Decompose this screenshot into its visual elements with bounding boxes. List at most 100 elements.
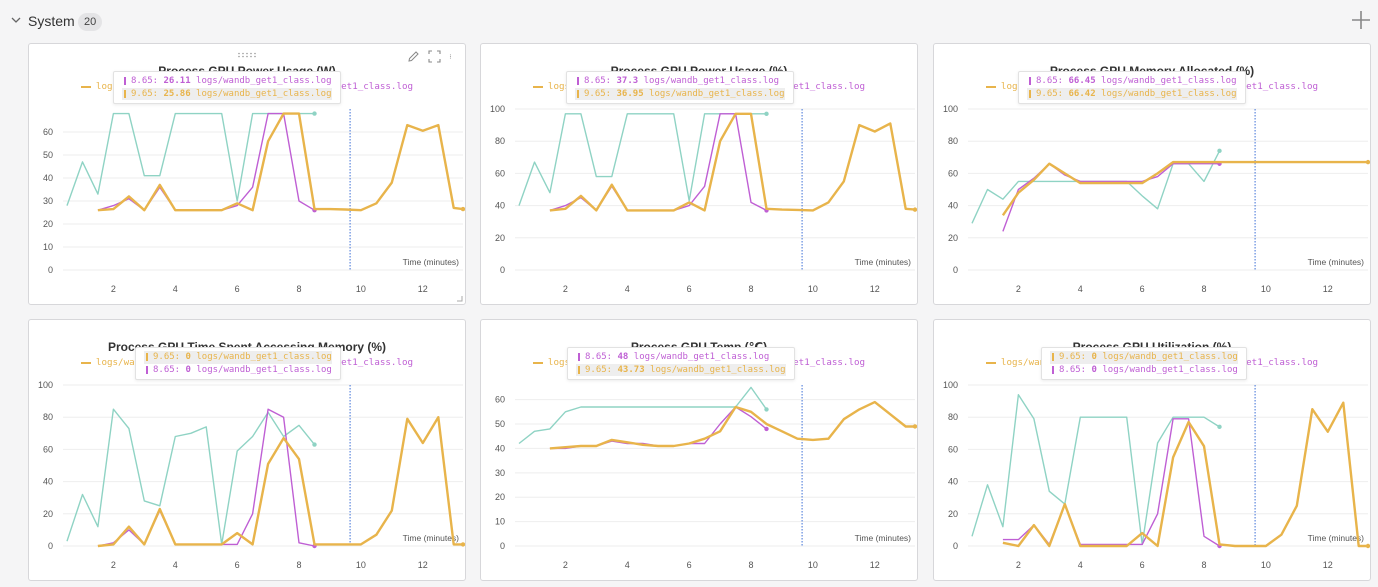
- tooltip-row: 8.65: 48 logs/wandb_get1_class.log: [576, 351, 786, 364]
- tooltip-step: 9.65:: [153, 352, 181, 362]
- tooltip-series-name: logs/wandb_get1_class.log: [643, 76, 780, 86]
- y-tick-label: 20: [43, 509, 53, 519]
- tooltip-step: 9.65:: [1059, 352, 1087, 362]
- x-tick-label: 2: [111, 284, 116, 294]
- x-tick-label: 10: [808, 284, 818, 294]
- tooltip-swatch: [578, 353, 580, 362]
- hover-tooltip: 8.65: 26.11 logs/wandb_get1_class.log 9.6…: [113, 71, 341, 104]
- x-axis-label: Time (minutes): [1308, 257, 1365, 267]
- series-endpoint-teal: [1217, 424, 1222, 430]
- y-tick-label: 40: [43, 173, 53, 183]
- y-tick-label: 100: [943, 380, 958, 390]
- tooltip-series-name: logs/wandb_get1_class.log: [196, 76, 332, 86]
- x-tick-label: 4: [173, 560, 178, 570]
- tooltip-swatch: [1029, 77, 1031, 86]
- tooltip-row: 9.65: 43.73 logs/wandb_get1_class.log: [576, 363, 786, 376]
- x-tick-label: 12: [418, 560, 428, 570]
- tooltip-value: 0: [185, 364, 191, 375]
- fullscreen-icon[interactable]: [428, 50, 441, 63]
- series-endpoint-teal: [312, 442, 317, 447]
- series-line-orange: [549, 400, 915, 450]
- x-tick-label: 6: [1140, 284, 1145, 294]
- tooltip-series-name: logs/wandb_get1_class.log: [650, 364, 786, 375]
- legend-label: logs/wandb_get1_class.log: [1179, 81, 1319, 92]
- y-tick-label: 20: [43, 219, 53, 229]
- tooltip-row: 9.65: 0 logs/wandb_get1_class.log: [144, 351, 332, 364]
- x-tick-label: 12: [870, 560, 880, 570]
- chart-panel-1[interactable]: Process GPU Power Usage (W) logs/wandb_g…: [28, 43, 466, 305]
- tooltip-step: 9.65:: [584, 88, 612, 99]
- x-tick-label: 8: [297, 560, 302, 570]
- line-chart[interactable]: 0 20 40 60 80 100 2 4 6 8 10 12 Time (minutes): [29, 320, 466, 581]
- tooltip-swatch: [124, 77, 126, 86]
- x-tick-label: 4: [1078, 284, 1083, 294]
- x-tick-label: 6: [687, 560, 692, 570]
- legend-label: logs/wandb_get1_class.log: [274, 81, 414, 92]
- line-chart[interactable]: 0 20 40 60 80 100 2 4 6 8 10 12 Time (minutes): [934, 44, 1371, 305]
- y-tick-label: 0: [48, 541, 53, 551]
- pencil-icon[interactable]: [407, 50, 420, 63]
- legend-label: logs/wandb_get1_class.log: [726, 81, 866, 92]
- drag-handle-icon[interactable]: [237, 52, 257, 58]
- tooltip-series-name: logs/wandb_get1_class.log: [1102, 352, 1238, 362]
- tooltip-swatch: [577, 77, 579, 86]
- tooltip-value: 0: [1091, 364, 1097, 375]
- chart-panel-3[interactable]: Process GPU Memory Allocated (%) logs/wa…: [933, 43, 1371, 305]
- tooltip-row: 9.65: 25.86 logs/wandb_get1_class.log: [122, 87, 332, 100]
- chart-panel-5[interactable]: Process GPU Temp (℃) logs/wandb_get1_cla…: [480, 319, 918, 581]
- y-tick-label: 0: [953, 265, 958, 275]
- tooltip-series-name: logs/wandb_get1_class.log: [196, 364, 332, 375]
- resize-handle-icon[interactable]: [456, 295, 463, 302]
- x-tick-label: 6: [235, 560, 240, 570]
- tooltip-row: 9.65: 66.42 logs/wandb_get1_class.log: [1027, 87, 1237, 100]
- tooltip-row: 8.65: 66.45 logs/wandb_get1_class.log: [1027, 75, 1237, 88]
- y-tick-label: 40: [43, 477, 53, 487]
- legend-swatch-orange: [985, 85, 996, 88]
- legend-label: logs/wandb_get1_class.log: [726, 357, 866, 368]
- more-vertical-icon[interactable]: [449, 50, 455, 63]
- hover-tooltip: 8.65: 66.45 logs/wandb_get1_class.log 9.6…: [1018, 71, 1246, 104]
- tooltip-value: 37.3: [616, 76, 639, 86]
- section-title[interactable]: System: [28, 13, 75, 29]
- x-tick-label: 6: [235, 284, 240, 294]
- y-tick-label: 80: [948, 136, 958, 146]
- y-tick-label: 80: [43, 412, 53, 422]
- legend-label: logs/wandb_get1_class.log: [1179, 357, 1319, 368]
- y-tick-label: 20: [948, 233, 958, 243]
- tooltip-series-name: logs/wandb_get1_class.log: [633, 352, 770, 362]
- series-line-orange: [97, 112, 464, 212]
- line-chart[interactable]: 0 20 40 60 80 100 2 4 6 8 10 12 Time (minutes): [481, 44, 918, 305]
- series-endpoint-orange: [460, 206, 465, 212]
- x-tick-label: 4: [173, 284, 178, 294]
- y-tick-label: 80: [948, 412, 958, 422]
- y-tick-label: 20: [495, 492, 505, 502]
- y-tick-label: 100: [943, 104, 958, 114]
- y-tick-label: 0: [953, 541, 958, 551]
- line-chart[interactable]: 0 20 40 60 80 100 2 4 6 8 10 12 Time (minutes): [934, 320, 1371, 581]
- tooltip-step: 9.65:: [1036, 88, 1064, 99]
- chevron-down-icon[interactable]: [10, 14, 22, 26]
- x-tick-label: 10: [1261, 560, 1271, 570]
- line-chart[interactable]: 0 10 20 30 40 50 60 2 4 6 8 10 12 Time (minutes): [481, 320, 918, 581]
- chart-panel-6[interactable]: Process GPU Utilization (%) logs/wandb_g…: [933, 319, 1371, 581]
- y-tick-label: 40: [948, 477, 958, 487]
- series-endpoint-orange: [1365, 543, 1370, 549]
- x-tick-label: 4: [1078, 560, 1083, 570]
- tooltip-value: 0: [1091, 352, 1097, 362]
- hover-tooltip: 8.65: 48 logs/wandb_get1_class.log 9.65: …: [567, 347, 795, 380]
- tooltip-step: 9.65:: [585, 364, 613, 375]
- tooltip-series-name: logs/wandb_get1_class.log: [1101, 76, 1237, 86]
- legend-swatch-orange: [80, 361, 91, 364]
- series-endpoint-teal: [764, 111, 769, 117]
- legend-swatch-orange: [80, 85, 91, 88]
- plus-icon[interactable]: [1350, 9, 1372, 31]
- panel-count-badge: 20: [78, 13, 103, 31]
- chart-panel-4[interactable]: Process GPU Time Spent Accessing Memory …: [28, 319, 466, 581]
- y-tick-label: 60: [948, 444, 958, 454]
- tooltip-swatch: [124, 89, 126, 98]
- tooltip-swatch: [1052, 365, 1054, 374]
- legend-swatch-orange: [532, 361, 543, 364]
- line-chart[interactable]: 0 10 20 30 40 50 60 2 4 6 8 10 12 Time (minutes): [29, 44, 466, 305]
- chart-panel-2[interactable]: Process GPU Power Usage (%) logs/wandb_g…: [480, 43, 918, 305]
- tooltip-row: 8.65: 26.11 logs/wandb_get1_class.log: [122, 75, 332, 88]
